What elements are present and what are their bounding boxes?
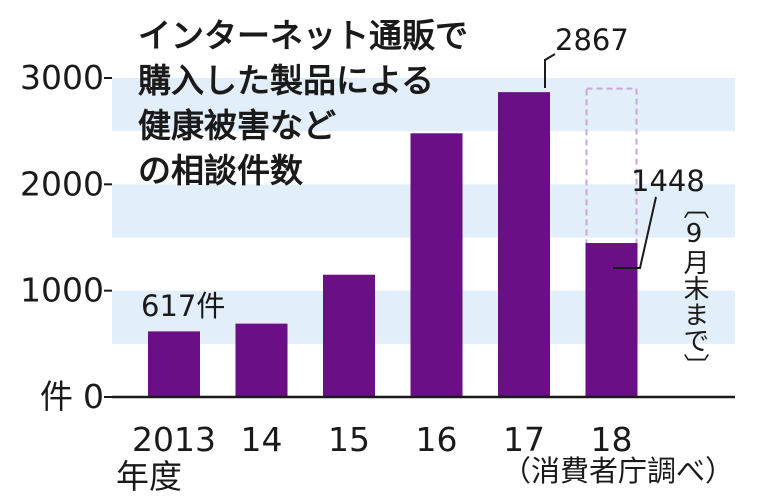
partial-year-note: 〔9月末まで〕 <box>679 193 709 379</box>
x-tick-label: 18 <box>591 420 633 459</box>
data-label-peak: 2867 <box>555 23 629 57</box>
bar-15 <box>323 274 375 397</box>
y-tick-label: 2000 <box>20 164 104 203</box>
leader-line-peak <box>544 53 556 88</box>
x-tick-label: 14 <box>241 420 283 459</box>
y-axis-label: 件 <box>40 377 73 416</box>
y-tick-label: 3000 <box>20 58 104 97</box>
x-tick-label: 16 <box>416 420 458 459</box>
bar-16 <box>410 133 463 397</box>
chart-title: インターネット通販で 購入した製品による 健康被害など の相談件数 <box>138 16 468 190</box>
bar-2013 <box>148 331 200 397</box>
y-tick-label: 0 <box>83 377 104 416</box>
x-axis-unit: 年度 <box>116 457 182 496</box>
bar-17 <box>498 92 550 397</box>
y-tick-label: 1000 <box>20 271 104 310</box>
title-line-4: の相談件数 <box>138 151 304 190</box>
data-label-last: 1448 <box>631 164 705 198</box>
x-tick-label: 2013 <box>132 420 216 459</box>
source-note: （消費者庁調べ） <box>502 454 734 488</box>
bar-18 <box>585 243 638 397</box>
title-line-2: 購入した製品による <box>138 61 434 100</box>
data-label-first: 617件 <box>141 289 225 323</box>
x-tick-label: 15 <box>328 420 370 459</box>
x-axis-ticks: 2013 14 15 16 17 18 <box>132 420 632 459</box>
grid-band <box>112 78 735 132</box>
title-line-1: インターネット通販で <box>138 16 468 55</box>
bar-14 <box>235 323 288 397</box>
y-axis-ticks: 0 1000 2000 3000 件 <box>20 58 112 416</box>
title-line-3: 健康被害など <box>138 106 336 145</box>
x-tick-label: 17 <box>503 420 545 459</box>
bars <box>148 87 638 398</box>
leader-line-last <box>613 196 657 269</box>
